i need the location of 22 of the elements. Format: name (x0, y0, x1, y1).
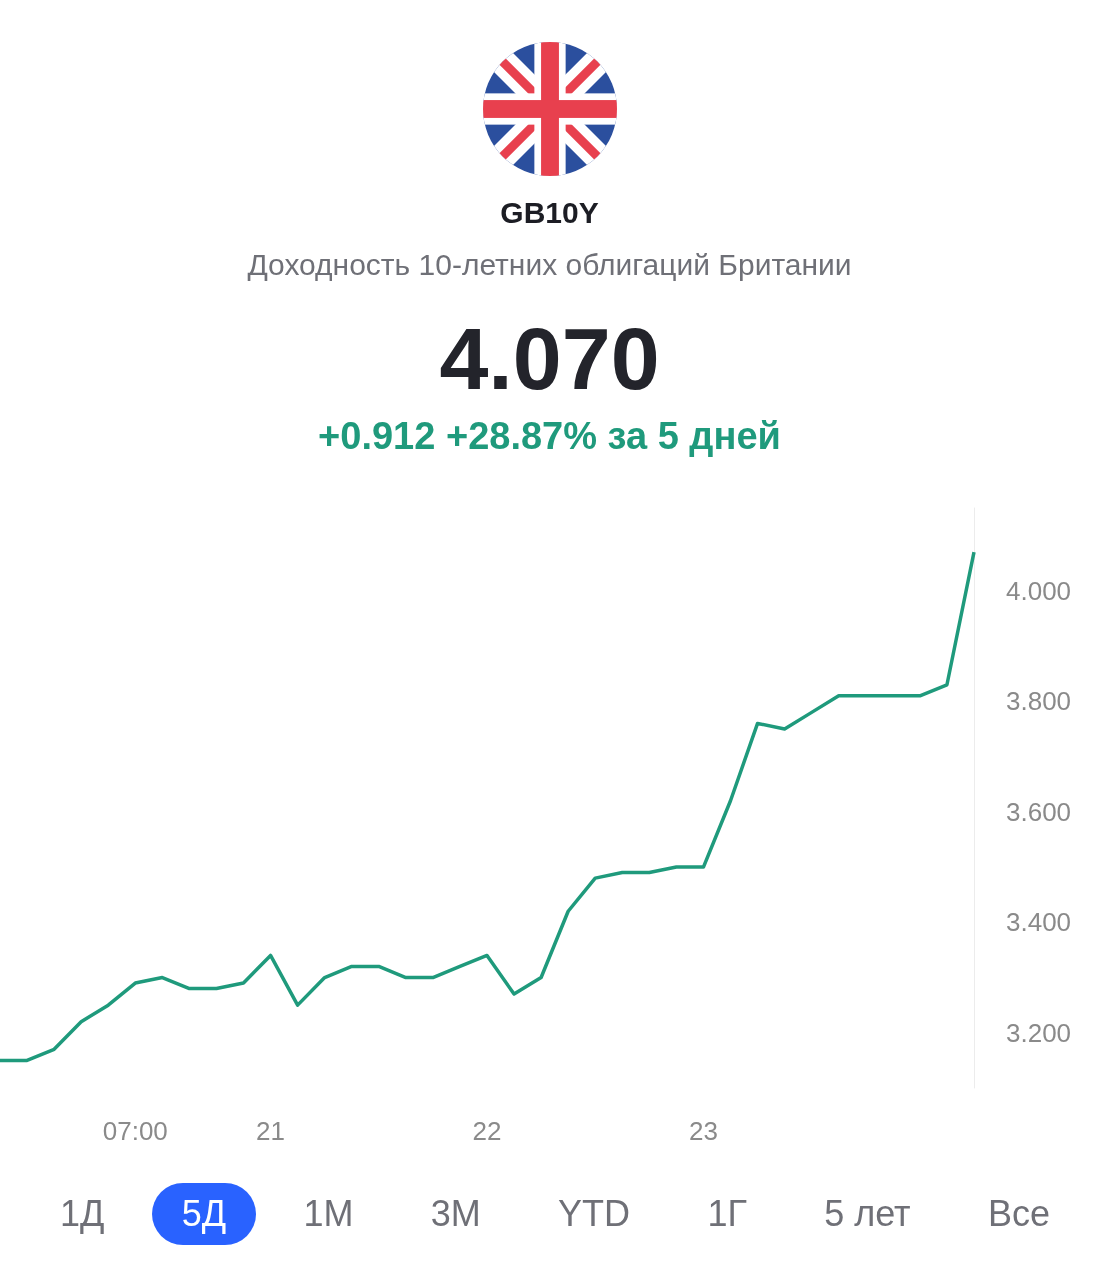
line-series (0, 550, 976, 1063)
text: Все (986, 1192, 1051, 1236)
text: 1Д (59, 1192, 106, 1236)
text: 1М (302, 1192, 355, 1236)
y-tick-label: 3.800 (1006, 686, 1072, 717)
x-tick-label: 21 (256, 1116, 286, 1146)
text: 5Д (151, 1183, 257, 1245)
chart-subtitle: Доходность 10-летних облигаций Британии (246, 248, 853, 282)
chart-title: GB10Y (499, 196, 600, 230)
text: 5 лет (823, 1192, 912, 1236)
y-tick-label: 3.600 (1006, 796, 1072, 827)
x-tick-label: 22 (472, 1116, 502, 1146)
x-tick-label: 23 (688, 1116, 718, 1146)
x-tick-label: 07:00 (102, 1116, 168, 1146)
text: 1Г (706, 1192, 748, 1236)
y-tick-label: 3.200 (1006, 1017, 1072, 1048)
text: +0.912 +28.87% за 5 дней (317, 415, 782, 458)
y-tick-label: 4.000 (1006, 575, 1072, 606)
text: 4.070 (438, 308, 661, 410)
y-tick-label: 3.400 (1006, 907, 1072, 938)
text: YTD (557, 1192, 632, 1236)
text: 3М (429, 1192, 482, 1236)
